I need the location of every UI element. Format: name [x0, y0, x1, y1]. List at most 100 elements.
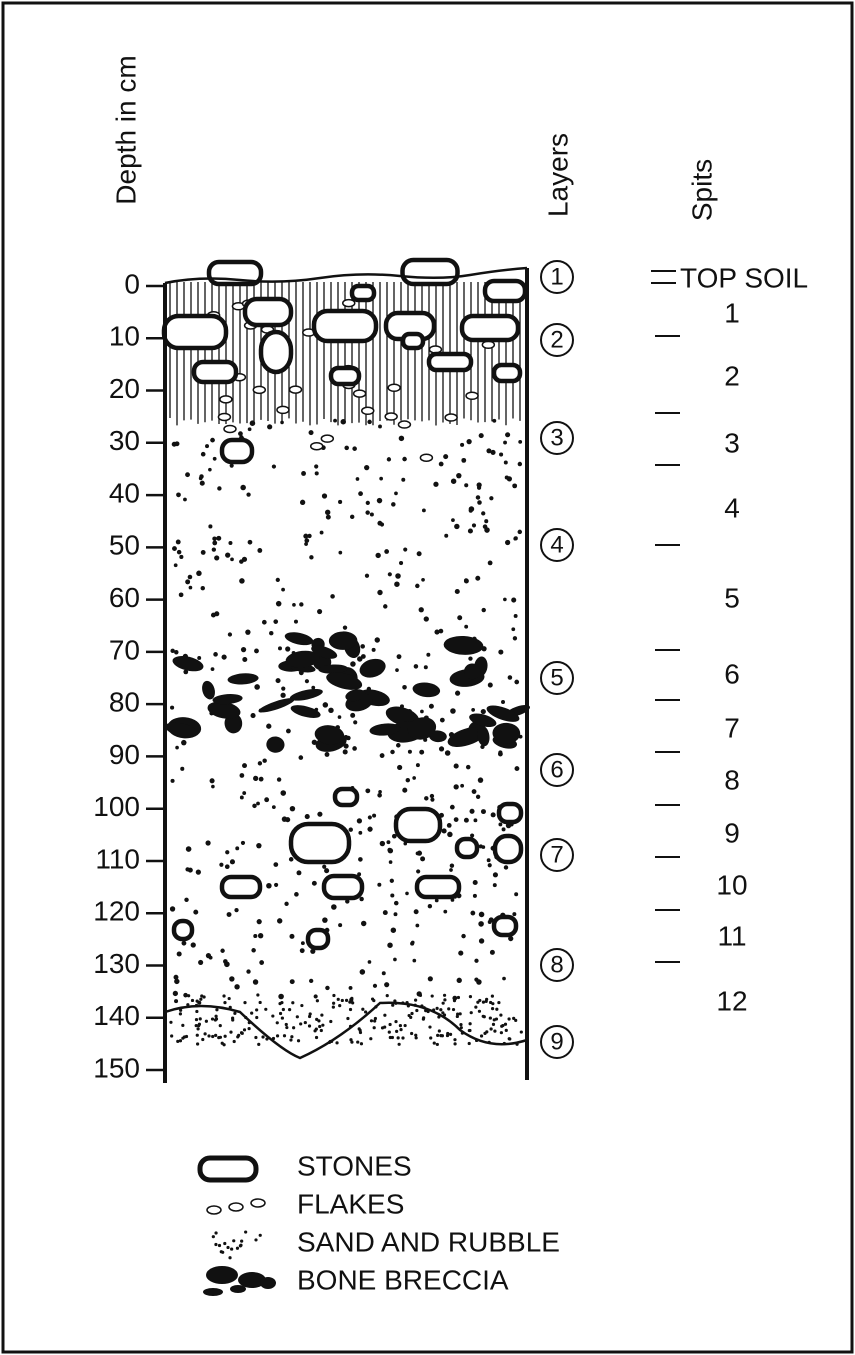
sand-dot: [190, 942, 196, 948]
sand-dot: [311, 685, 316, 690]
sand-dot: [275, 678, 281, 684]
legend-dot: [217, 1243, 222, 1248]
sand-dot: [460, 442, 465, 447]
sand-dot: [169, 906, 176, 912]
sand-dot: [447, 1007, 451, 1011]
sand-dot: [222, 994, 226, 998]
topsoil-boundary: [164, 266, 528, 285]
sand-dot: [414, 998, 418, 1002]
sand-dot: [369, 1019, 374, 1023]
sand-dot: [213, 652, 218, 657]
sand-dot: [499, 452, 504, 457]
sand-dot: [410, 1031, 414, 1036]
sand-dot: [195, 999, 199, 1003]
stone: [171, 918, 195, 942]
flake: [481, 340, 496, 349]
sand-dot: [474, 958, 479, 963]
sand-dot: [198, 959, 204, 965]
sand-dot: [239, 795, 244, 800]
sand-dot: [320, 1013, 324, 1017]
sand-dot: [437, 1029, 441, 1033]
stone: [491, 914, 519, 938]
sand-dot: [304, 679, 310, 684]
sand-dot: [472, 879, 478, 886]
spit-label: 4: [724, 492, 740, 523]
breccia-blob: [207, 701, 241, 719]
sand-dot: [225, 552, 231, 558]
sand-dot: [395, 573, 401, 579]
sand-dot: [396, 654, 402, 660]
layer-circle: [540, 260, 574, 294]
sand-dot: [359, 896, 364, 902]
sand-dot: [398, 1024, 402, 1028]
sand-dot: [229, 1030, 233, 1034]
sand-dot: [393, 957, 397, 962]
sand-dot: [307, 1024, 312, 1028]
sand-dot: [387, 848, 394, 854]
sand-dot: [456, 472, 462, 479]
sand-dot: [317, 608, 323, 615]
sand-dot: [322, 702, 329, 708]
flake: [397, 420, 412, 429]
sand-dot: [198, 1017, 202, 1021]
sand-dot: [338, 923, 343, 928]
sand-dot: [329, 1019, 333, 1024]
sand-dot: [317, 1019, 321, 1023]
legend-breccia: [260, 1277, 276, 1289]
sand-dot: [315, 999, 319, 1003]
sand-dot: [511, 627, 516, 632]
sand-dot: [254, 1035, 258, 1040]
sand-dot: [402, 787, 408, 793]
layer-circle: [540, 838, 574, 872]
stone: [332, 786, 360, 808]
sand-dot: [405, 891, 409, 896]
sand-dot: [407, 1013, 411, 1018]
sand-dot: [443, 454, 449, 460]
sand-dot: [289, 933, 295, 939]
sand-dot: [452, 995, 458, 1001]
bone-breccia: [165, 631, 530, 753]
sand-dot: [250, 1011, 254, 1015]
sand-dot: [478, 921, 484, 927]
sand-dot: [410, 1011, 414, 1016]
layers-label: Layers: [542, 133, 573, 217]
layer-number: 2: [550, 326, 563, 353]
sand-dot: [349, 514, 355, 520]
legend-dot: [214, 1231, 218, 1235]
sand-dot: [184, 1034, 189, 1039]
sand-dot: [314, 471, 319, 476]
stone: [242, 296, 294, 328]
sand-dot: [281, 816, 288, 822]
sand-dot: [464, 624, 469, 629]
sand-dot: [490, 1007, 495, 1011]
flake: [352, 389, 367, 398]
sand-dot: [313, 994, 318, 999]
sand-dot: [507, 1037, 511, 1041]
sand-dot: [378, 424, 382, 429]
sand-dot: [505, 432, 511, 438]
sand-dot: [480, 809, 486, 815]
stone: [219, 437, 255, 465]
sand-dot: [277, 646, 282, 651]
sand-dot: [477, 500, 482, 505]
sand-dot: [391, 502, 396, 507]
sand-dot: [402, 684, 407, 690]
sand-dot: [494, 1017, 499, 1021]
sand-dot: [434, 898, 439, 903]
sand-dot: [332, 993, 336, 998]
sand-dot: [491, 1002, 495, 1006]
sand-dot: [350, 996, 354, 1001]
sand-dot: [367, 960, 372, 964]
sand-dot: [360, 920, 367, 927]
sand-dot: [467, 1041, 471, 1046]
sand-dot: [418, 607, 424, 613]
sand-dot: [505, 539, 511, 546]
sand-dot: [314, 1035, 319, 1040]
sand-dot: [212, 536, 217, 541]
legend-label: BONE BRECCIA: [297, 1264, 509, 1295]
sand-dot: [514, 892, 519, 897]
sand-dot: [377, 882, 382, 887]
legend-dot: [226, 1245, 230, 1250]
sand-dot: [384, 982, 390, 988]
sand-dot: [478, 938, 485, 944]
